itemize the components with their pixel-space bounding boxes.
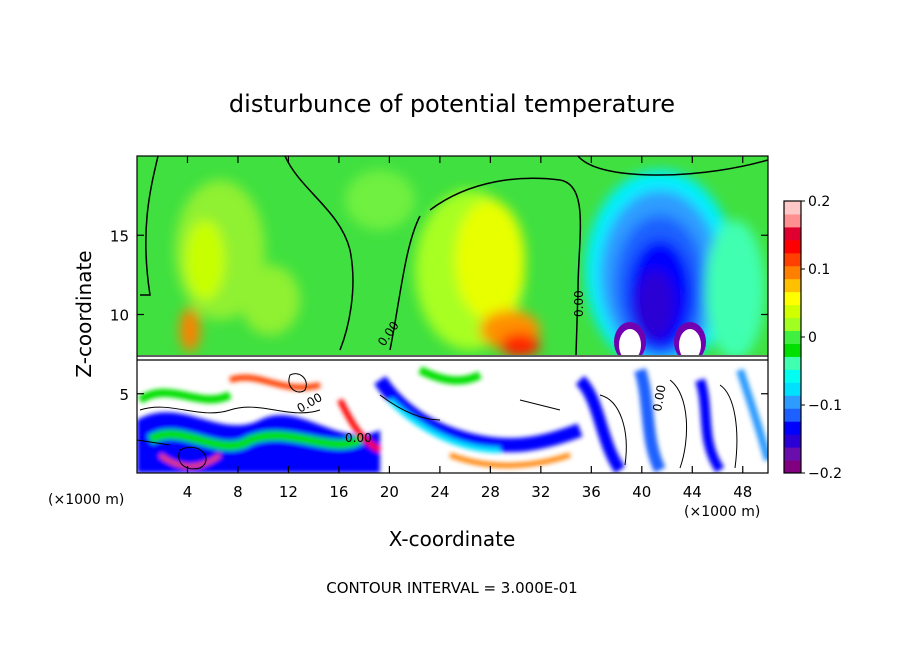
- x-tick-label: 20: [380, 483, 399, 501]
- colorbar-tick-label: 0.2: [808, 194, 830, 210]
- x-tick-label: 12: [279, 483, 298, 501]
- colorbar-segment: [784, 291, 801, 306]
- colorbar-segment: [784, 317, 801, 332]
- colorbar-segment: [784, 460, 801, 474]
- contour-interval-note: CONTOUR INTERVAL = 3.000E-01: [326, 579, 577, 597]
- y-tick-label: 5: [119, 386, 129, 404]
- colorbar-segment: [784, 201, 801, 215]
- x-tick-label: 36: [582, 483, 601, 501]
- colorbar-segment: [784, 408, 801, 422]
- colorbar-segment: [784, 395, 801, 409]
- x-tick-label: 44: [683, 483, 702, 501]
- colorbar-segment: [784, 369, 801, 383]
- colorbar-segment: [784, 213, 801, 228]
- x-axis: 4 8 12 16 20 24 28 32 36 40 44 48: [183, 156, 752, 501]
- y-axis-title: Z-coordinate: [72, 250, 96, 377]
- chart-title: disturbunce of potential temperature: [229, 90, 675, 118]
- colorbar-segment: [784, 239, 801, 254]
- contour-label: 0.00: [572, 290, 586, 317]
- colorbar-tick-label: 0: [808, 330, 817, 346]
- colorbar-tick-label: −0.2: [808, 466, 842, 482]
- x-tick-label: 48: [733, 483, 752, 501]
- x-tick-label: 16: [329, 483, 348, 501]
- colorbar-segment: [784, 356, 801, 370]
- contour-field: [137, 156, 768, 473]
- contour-label: 0.00: [345, 431, 372, 445]
- colorbar-segment: [784, 304, 801, 319]
- colorbar-segment: [784, 278, 801, 293]
- colorbar-segment: [784, 434, 801, 448]
- x-tick-label: 4: [183, 483, 193, 501]
- y-tick-label: 10: [110, 307, 129, 325]
- colorbar-tick-label: 0.1: [808, 262, 830, 278]
- colorbar-segment: [784, 330, 801, 344]
- y-axis: 5 10 15: [110, 227, 768, 404]
- colorbar-segment: [784, 252, 801, 267]
- x-axis-unit: (×1000 m): [684, 504, 760, 520]
- x-tick-label: 40: [632, 483, 651, 501]
- colorbar-segment: [784, 265, 801, 280]
- x-axis-title: X-coordinate: [389, 527, 516, 551]
- x-tick-label: 24: [430, 483, 449, 501]
- x-tick-label: 28: [481, 483, 500, 501]
- y-axis-unit: (×1000 m): [48, 492, 124, 508]
- colorbar-segment: [784, 343, 801, 357]
- colorbar: 0.2 0.1 0 −0.1 −0.2: [783, 194, 842, 482]
- colorbar-segment: [784, 447, 801, 461]
- contour-labels: 0.00 0.00 0.00 0.00 0.00: [295, 290, 669, 445]
- colorbar-segment: [784, 382, 801, 396]
- x-tick-label: 8: [233, 483, 243, 501]
- colorbar-tick-label: −0.1: [808, 398, 842, 414]
- x-tick-label: 32: [531, 483, 550, 501]
- colorbar-segment: [784, 421, 801, 435]
- contour-label: 0.00: [650, 384, 668, 413]
- colorbar-segment: [784, 226, 801, 241]
- y-tick-label: 15: [110, 227, 129, 245]
